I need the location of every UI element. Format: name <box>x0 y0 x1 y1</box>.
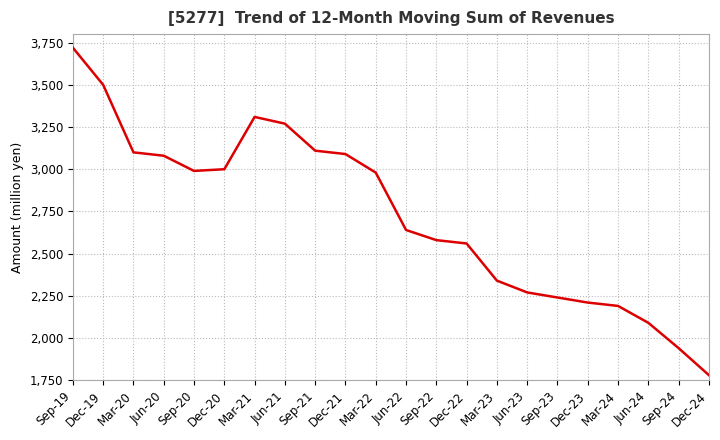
Title: [5277]  Trend of 12-Month Moving Sum of Revenues: [5277] Trend of 12-Month Moving Sum of R… <box>168 11 614 26</box>
Y-axis label: Amount (million yen): Amount (million yen) <box>11 142 24 273</box>
